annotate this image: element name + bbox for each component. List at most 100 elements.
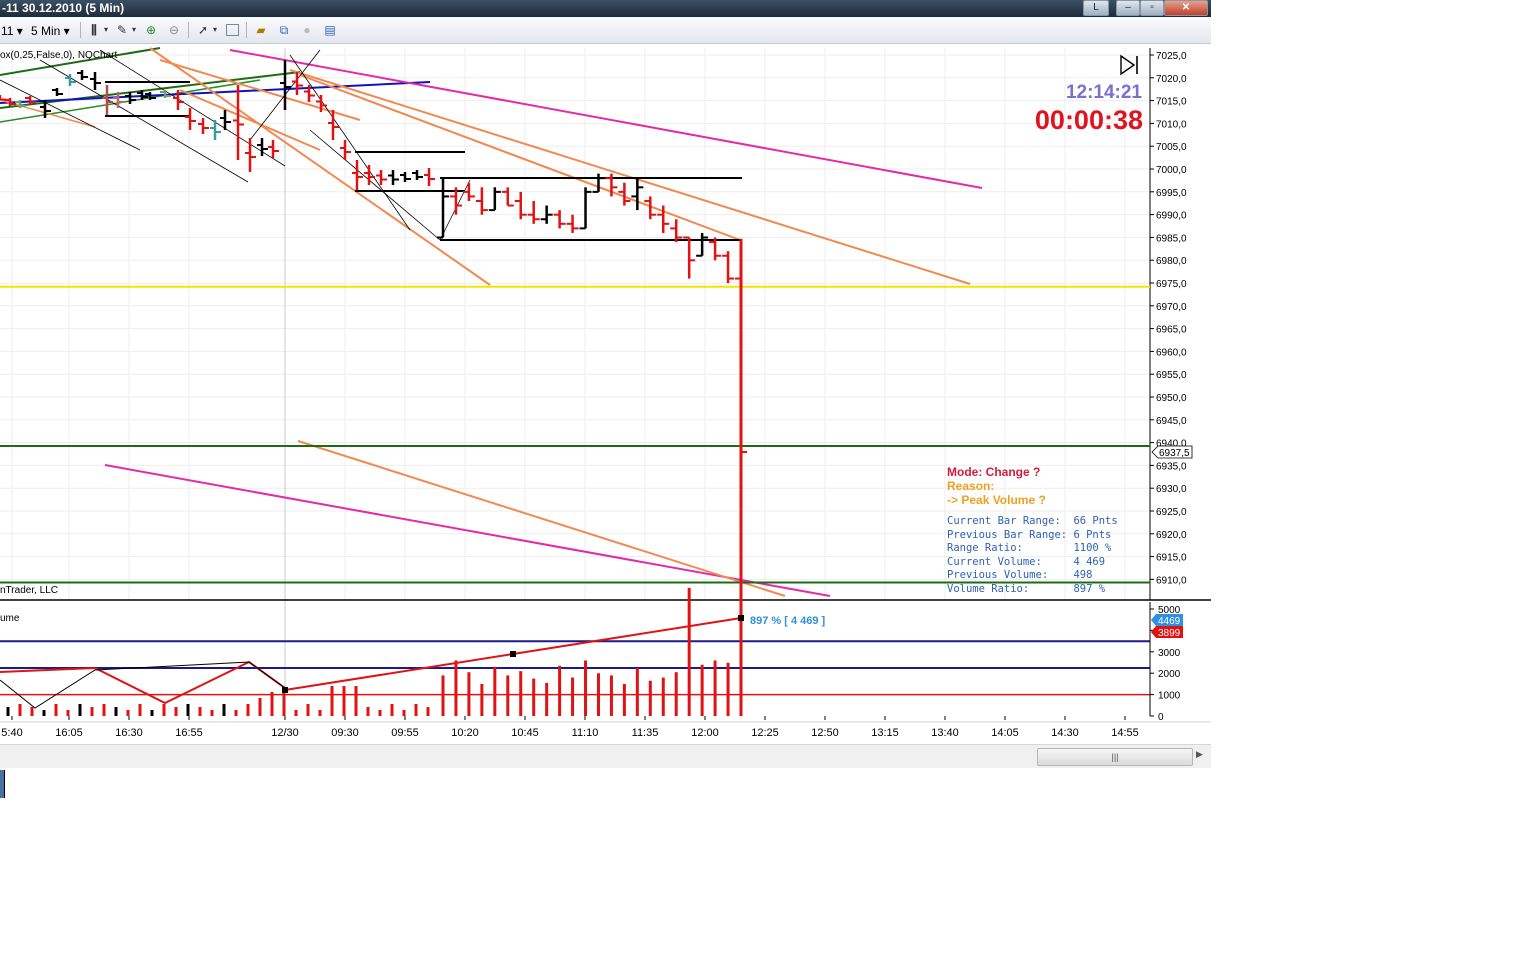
time-tick-label: 10:45 bbox=[511, 727, 539, 739]
price-tick-label: 7025,0 bbox=[1156, 51, 1187, 62]
time-tick-label: 13:40 bbox=[931, 727, 959, 739]
chevron-down-icon[interactable]: ▾ bbox=[131, 25, 136, 34]
volume-tick-label: 3000 bbox=[1158, 648, 1181, 659]
stat-value: 498 bbox=[1073, 569, 1093, 581]
title-bar: -11 30.12.2010 (5 Min) L ‒ ▫ ✕ bbox=[0, 0, 1211, 17]
stat-label: Previous Bar Range: bbox=[947, 528, 1074, 541]
time-tick-label: 11:35 bbox=[632, 727, 659, 739]
price-tick-label: 6930,0 bbox=[1156, 484, 1187, 495]
chevron-down-icon[interactable]: ▾ bbox=[103, 25, 108, 34]
table-icon[interactable]: ▤ bbox=[324, 23, 336, 37]
stat-row: Range Ratio: 1100 % bbox=[947, 542, 1118, 556]
stat-value: 66 Pnts bbox=[1073, 515, 1118, 527]
toolbar-divider bbox=[80, 22, 81, 38]
instrument-selector[interactable]: 11 ▾ bbox=[1, 24, 23, 38]
horizontal-scrollbar[interactable]: ||| ▶ bbox=[0, 744, 1211, 768]
link-button[interactable]: L bbox=[1083, 0, 1109, 16]
trend-line bbox=[0, 79, 141, 151]
trend-line bbox=[297, 440, 786, 597]
trend-line bbox=[149, 47, 491, 286]
scroll-thumb[interactable]: ||| bbox=[1037, 748, 1193, 766]
mode-panel: Mode: Change ? Reason: -> Peak Volume ? bbox=[947, 465, 1046, 507]
data-box-icon[interactable] bbox=[226, 24, 239, 36]
price-tick-label: 6935,0 bbox=[1156, 461, 1187, 472]
stat-row: Volume Ratio: 897 % bbox=[947, 583, 1118, 597]
trend-line bbox=[229, 49, 983, 189]
trend-line bbox=[159, 59, 361, 121]
zoom-out-icon[interactable]: ⊖ bbox=[168, 23, 180, 37]
trend-line bbox=[309, 129, 441, 241]
stat-value: 1100 % bbox=[1073, 542, 1112, 554]
volume-tick-label: 0 bbox=[1158, 712, 1164, 723]
close-button[interactable]: ✕ bbox=[1164, 0, 1208, 16]
stat-row: Previous Bar Range: 6 Pnts bbox=[947, 529, 1118, 543]
price-tick-label: 6980,0 bbox=[1156, 256, 1187, 267]
time-tick-label: 16:55 bbox=[175, 727, 203, 739]
time-tick-label: 09:55 bbox=[391, 727, 419, 739]
price-tick-label: 6960,0 bbox=[1156, 347, 1187, 358]
chart-canvas: 7025,0 7020,0 7015,0 7010,0 7005,0 7000,0 6995… bbox=[0, 47, 1211, 739]
taskbar-icon bbox=[0, 770, 5, 798]
price-tick-label: 6950,0 bbox=[1156, 393, 1187, 404]
folder-icon[interactable]: ▰ bbox=[256, 23, 266, 37]
interval-label: 5 Min bbox=[31, 24, 61, 38]
price-tick-label: 6990,0 bbox=[1156, 211, 1187, 222]
trend-line bbox=[0, 47, 161, 76]
bar-countdown: 00:00:38 bbox=[1034, 105, 1143, 135]
time-tick-label: 16:05 bbox=[55, 727, 83, 739]
stat-value: 4 469 bbox=[1073, 555, 1106, 568]
time-tick-label: 11:10 bbox=[572, 727, 599, 739]
trend-line bbox=[299, 74, 741, 241]
circle-icon[interactable]: ● bbox=[303, 23, 311, 37]
price-tick-label: 6910,0 bbox=[1156, 575, 1187, 586]
volume-average-line bbox=[0, 661, 286, 709]
scroll-right-icon[interactable]: ▶ bbox=[1196, 749, 1203, 759]
go-to-end-icon[interactable] bbox=[1118, 53, 1142, 77]
stat-label: Current Volume: bbox=[947, 555, 1074, 568]
price-tick-label: 6965,0 bbox=[1156, 325, 1187, 336]
current-price-marker bbox=[1151, 445, 1193, 459]
toolbar-divider bbox=[246, 22, 247, 38]
volume-point bbox=[510, 651, 516, 657]
toolbar-divider bbox=[188, 22, 189, 38]
chart-properties-icon[interactable]: ⧉ bbox=[279, 23, 289, 37]
chevron-down-icon[interactable]: ▾ bbox=[212, 25, 217, 34]
window-title: -11 30.12.2010 (5 Min) bbox=[2, 1, 125, 15]
volume-point bbox=[738, 615, 744, 621]
time-tick-label: 14:30 bbox=[1051, 727, 1079, 739]
time-tick-label: 14:05 bbox=[991, 727, 1019, 739]
volume-marker bbox=[1151, 626, 1183, 638]
minimize-button[interactable]: ‒ bbox=[1116, 0, 1140, 16]
price-tick-label: 6970,0 bbox=[1156, 302, 1187, 313]
price-tick-label: 6955,0 bbox=[1156, 370, 1187, 381]
clock-display: 12:14:21 bbox=[1065, 82, 1142, 103]
pen-draw-icon[interactable]: ✎ bbox=[116, 23, 128, 37]
volume-tick-label: 5000 bbox=[1158, 605, 1181, 616]
zoom-in-icon[interactable]: ⊕ bbox=[145, 23, 157, 37]
volume-marker-label: 4469 bbox=[1158, 616, 1181, 627]
time-tick-label: 10:20 bbox=[451, 727, 479, 739]
trend-line bbox=[0, 71, 301, 109]
price-tick-label: 7015,0 bbox=[1156, 97, 1187, 108]
stat-value: 6 Pnts bbox=[1073, 528, 1112, 541]
time-tick-label: 12/30 bbox=[271, 727, 299, 739]
volume-tick-label: 2000 bbox=[1158, 669, 1181, 680]
price-tick-label: 6925,0 bbox=[1156, 507, 1187, 518]
cursor-arrow-icon[interactable]: ➚ bbox=[197, 23, 209, 37]
maximize-button[interactable]: ▫ bbox=[1140, 0, 1164, 16]
trend-line bbox=[104, 464, 831, 597]
time-tick-label: 12:00 bbox=[691, 727, 719, 739]
time-tick-label: 12:50 bbox=[811, 727, 839, 739]
price-tick-label: 6975,0 bbox=[1156, 279, 1187, 290]
trend-line bbox=[99, 49, 286, 167]
volume-indicator-name: ume bbox=[0, 613, 20, 624]
indicator-legend: ox(0,25,False,0), NQChart bbox=[0, 50, 118, 61]
bar-type-icon[interactable]: ⫼ bbox=[91, 23, 97, 37]
price-tick-label: 6915,0 bbox=[1156, 553, 1187, 564]
mode-label: Mode: Change ? bbox=[947, 465, 1041, 479]
volume-annotation: 897 % [ 4 469 ] bbox=[750, 615, 826, 627]
chart-toolbar: 11 ▾ 5 Min ▾ ⫼ ▾ ✎ ▾ ⊕ ⊖ ➚ ▾ ▰ ⧉ ● ▤ bbox=[0, 17, 1211, 44]
price-tick-label: 6940,0 bbox=[1156, 439, 1187, 450]
interval-selector[interactable]: 5 Min ▾ bbox=[31, 24, 70, 38]
chart-window: 7025,0 7020,0 7015,0 7010,0 7005,0 7000,0 6995… bbox=[0, 0, 1211, 768]
